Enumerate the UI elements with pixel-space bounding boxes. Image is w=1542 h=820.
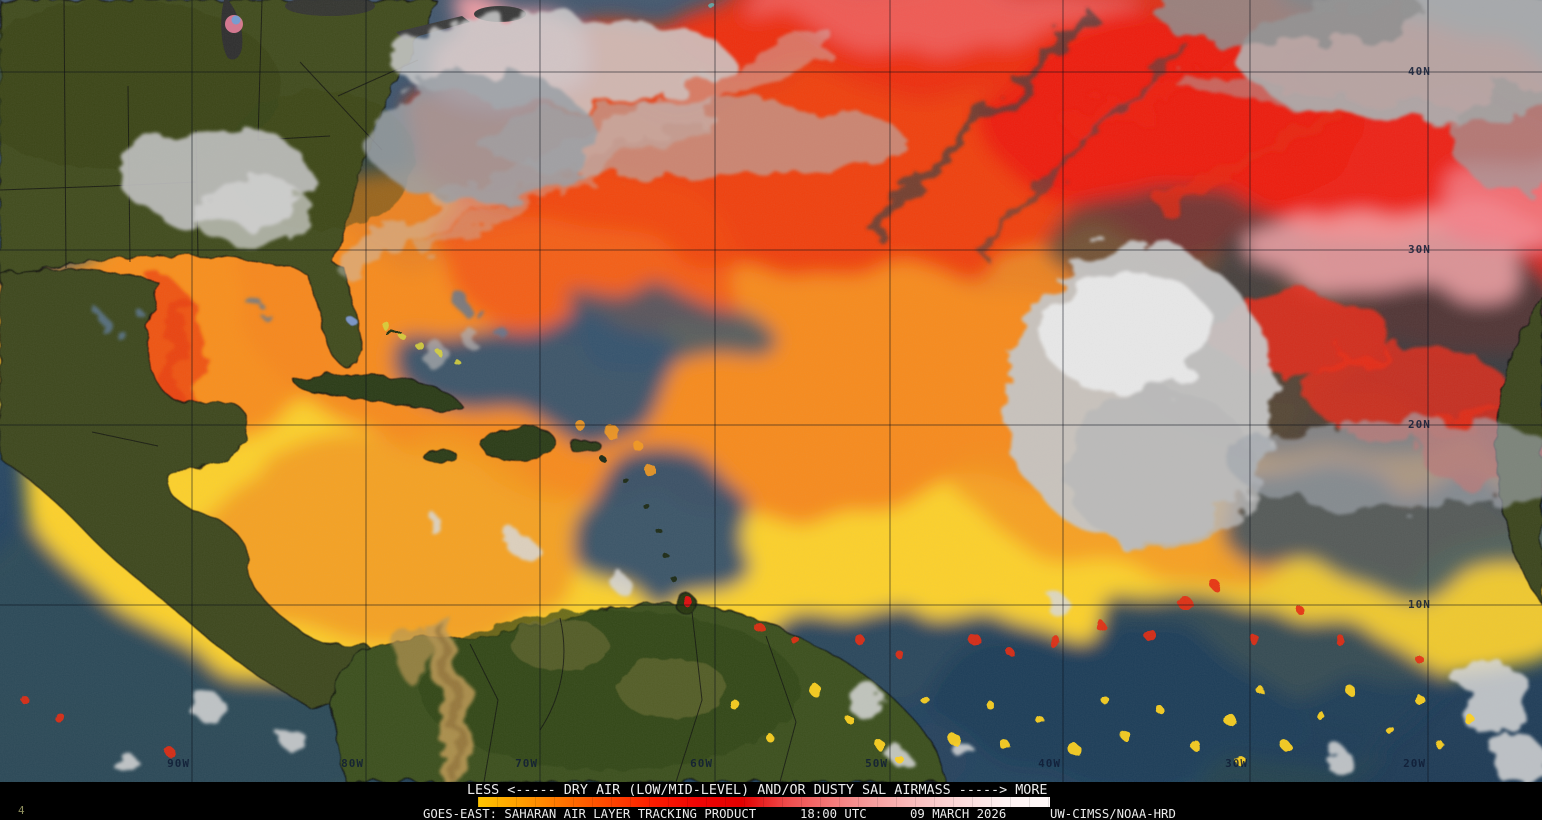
product-title: GOES-EAST: SAHARAN AIR LAYER TRACKING PR…	[423, 807, 757, 820]
product-info-bar: LESS <----- DRY AIR (LOW/MID-LEVEL) AND/…	[0, 782, 1542, 820]
sal-color-scale	[478, 797, 1050, 807]
graticule	[0, 0, 1542, 782]
satellite-map: 40N 30N 20N 10N 90W 80W 70W 60W 50W 40W …	[0, 0, 1542, 782]
satellite-scene	[0, 0, 1542, 782]
product-date: 09 MARCH 2026	[910, 807, 1007, 820]
grain-overlay	[0, 0, 1542, 782]
product-time: 18:00 UTC	[800, 807, 867, 820]
legend-label: LESS <----- DRY AIR (LOW/MID-LEVEL) AND/…	[467, 783, 1048, 798]
product-credit: UW-CIMSS/NOAA-HRD	[1050, 807, 1176, 820]
frame-number: 4	[18, 804, 25, 817]
